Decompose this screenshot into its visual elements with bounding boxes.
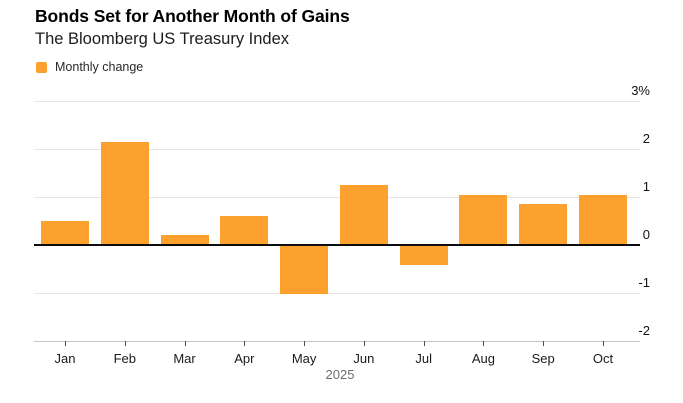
x-axis-label: Aug (471, 351, 495, 366)
zero-baseline (34, 244, 640, 246)
x-tick (483, 341, 485, 346)
bar-mar (160, 235, 209, 245)
legend: Monthly change (36, 60, 143, 74)
bar-may (280, 246, 329, 294)
chart-title: Bonds Set for Another Month of Gains (35, 6, 350, 26)
chart-subtitle: The Bloomberg US Treasury Index (35, 30, 290, 48)
x-axis-label: Oct (592, 351, 614, 366)
bar-oct (579, 194, 627, 245)
x-tick (603, 341, 604, 346)
x-axis-label: Sep (531, 351, 555, 366)
legend-swatch-icon (36, 61, 47, 73)
bar-feb (100, 141, 149, 245)
y-axis-label: -1 (638, 275, 650, 290)
y-axis-label: 1 (642, 179, 650, 194)
x-axis-line (34, 341, 640, 342)
bar-jul (399, 246, 448, 266)
x-axis-label: Apr (234, 351, 255, 366)
y-axis-label: 2 (642, 131, 650, 146)
x-axis-label: Jun (353, 351, 375, 366)
x-axis-year-label: 2025 (325, 367, 355, 382)
gridline (34, 149, 640, 150)
bar-jun (339, 185, 388, 245)
x-tick (184, 341, 186, 346)
gridline (34, 197, 640, 198)
bar-aug (459, 194, 508, 245)
x-axis-label: May (291, 351, 317, 366)
x-tick (244, 341, 246, 346)
bar-apr (220, 216, 269, 245)
bar-sep (519, 204, 568, 245)
y-axis-label: 3% (631, 83, 650, 98)
legend-label: Monthly change (55, 60, 144, 74)
y-axis-label: 0 (642, 227, 650, 242)
x-tick (423, 341, 425, 346)
x-tick (65, 341, 66, 346)
gridline (34, 101, 640, 102)
x-tick (363, 341, 365, 346)
x-tick (304, 341, 306, 346)
bar-jan (41, 221, 89, 245)
x-axis-label: Feb (113, 351, 136, 366)
gridline (34, 293, 640, 294)
y-axis-label: -2 (638, 323, 650, 338)
x-axis-label: Jan (54, 351, 76, 366)
x-tick (124, 341, 126, 346)
x-axis-label: Mar (173, 351, 196, 366)
x-axis-label: Jul (415, 351, 432, 366)
x-tick (543, 341, 545, 346)
